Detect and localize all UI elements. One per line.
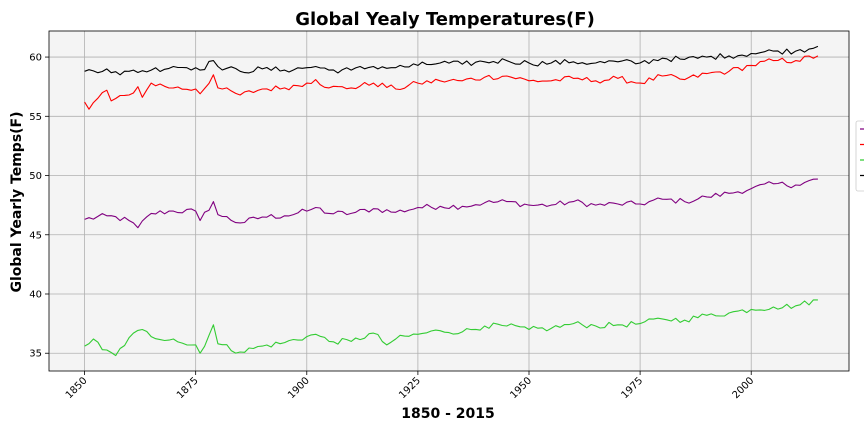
series-line-1 xyxy=(84,178,818,229)
legend-box xyxy=(855,120,864,192)
y-tick-label: 55 xyxy=(29,112,42,123)
grid-lines xyxy=(49,31,849,371)
plot-area xyxy=(49,31,849,371)
y-tick-label: 40 xyxy=(29,289,42,300)
x-tick-label: 1925 xyxy=(397,375,423,401)
series-line-4 xyxy=(84,45,819,76)
x-tick-label: 2000 xyxy=(731,375,757,401)
x-tick-label: 1875 xyxy=(175,375,201,401)
x-axis-ticks: 1850 1875 1900 1925 1950 1975 2000 xyxy=(64,371,756,401)
x-tick-label: 1850 xyxy=(64,375,90,401)
x-tick-label: 1900 xyxy=(286,375,312,401)
y-tick-label: 50 xyxy=(29,171,42,182)
series-line-2 xyxy=(84,55,819,110)
y-axis-ticks: 35 40 45 50 55 60 xyxy=(29,53,49,360)
x-tick-label: 1950 xyxy=(508,375,534,401)
series-layer xyxy=(84,45,819,357)
y-tick-label: 60 xyxy=(29,53,42,64)
legend xyxy=(855,120,864,192)
series-line-3 xyxy=(84,299,818,357)
y-tick-label: 35 xyxy=(29,349,42,360)
plot-frame xyxy=(48,30,850,372)
chart-title: Global Yealy Temperatures(F) xyxy=(295,9,595,30)
y-tick-label: 45 xyxy=(29,230,42,241)
x-axis-title: 1850 - 2015 xyxy=(401,406,495,422)
y-axis-title: Global Yearly Temps(F) xyxy=(9,111,25,292)
x-tick-label: 1975 xyxy=(619,375,645,401)
axes xyxy=(48,30,850,372)
